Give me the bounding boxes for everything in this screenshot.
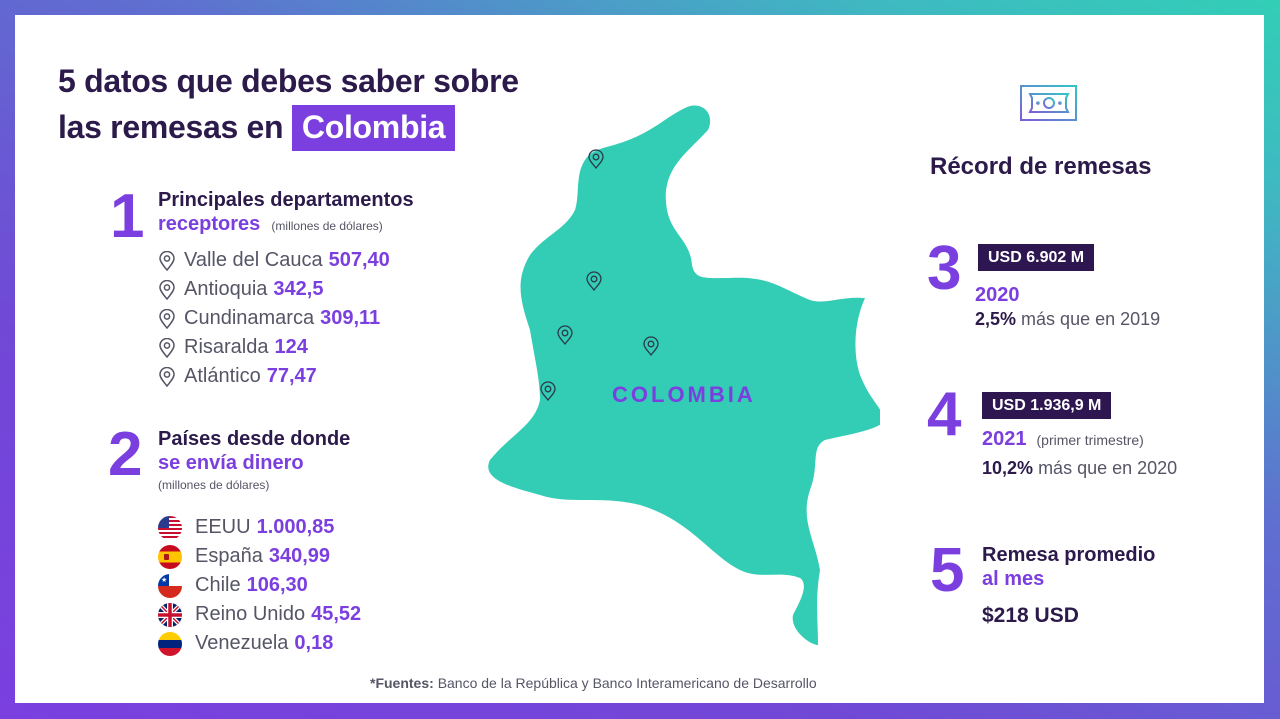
map-pin-icon bbox=[159, 250, 175, 271]
list-item: Risaralda 124 bbox=[158, 333, 390, 362]
flag-spain-icon bbox=[158, 544, 182, 569]
list-item: Reino Unido 45,52 bbox=[158, 600, 361, 629]
flag-venezuela-icon bbox=[158, 631, 182, 656]
title-line-2: las remesas en Colombia bbox=[58, 104, 519, 151]
list-item: Antioquia 342,5 bbox=[158, 275, 390, 304]
list-item: Venezuela 0,18 bbox=[158, 629, 361, 658]
departments-list: Valle del Cauca 507,40 Antioquia 342,5 Cun… bbox=[158, 246, 390, 391]
section-1-number: 1 bbox=[110, 182, 145, 251]
list-item: Valle del Cauca 507,40 bbox=[158, 246, 390, 275]
section-3-stat: 2020 2,5% más que en 2019 bbox=[975, 284, 1161, 329]
countries-list: EEUU 1.000,85 España 340,99 ★ Chile 106,30 … bbox=[158, 513, 361, 658]
colombia-shape bbox=[488, 105, 880, 645]
section-5-value: $218 USD bbox=[982, 604, 1079, 627]
list-item: Cundinamarca 309,11 bbox=[158, 304, 390, 333]
map-label: COLOMBIA bbox=[612, 382, 756, 407]
section-4-stat: 2021 (primer trimestre) 10,2% más que en… bbox=[982, 428, 1178, 478]
section-4-badge: USD 1.936,9 M bbox=[982, 392, 1112, 419]
colombia-map bbox=[488, 105, 880, 645]
list-item: Atlántico 77,47 bbox=[158, 362, 390, 391]
section-5-number: 5 bbox=[930, 536, 965, 605]
sources-footer: *Fuentes: Banco de la República y Banco … bbox=[370, 675, 817, 691]
list-item: EEUU 1.000,85 bbox=[158, 513, 361, 542]
list-item: ★ Chile 106,30 bbox=[158, 571, 361, 600]
title-line-1: 5 datos que debes saber sobre bbox=[58, 63, 519, 99]
map-pin-icon bbox=[159, 337, 175, 358]
section-3-badge: USD 6.902 M bbox=[978, 244, 1095, 271]
section-5-heading: Remesa promedio al mes bbox=[982, 544, 1156, 590]
section-2-number: 2 bbox=[108, 420, 143, 489]
record-title: Récord de remesas bbox=[930, 153, 1152, 180]
section-4-number: 4 bbox=[927, 380, 962, 449]
money-transfer-icon bbox=[1005, 76, 1077, 131]
list-item: España 340,99 bbox=[158, 542, 361, 571]
flag-chile-icon: ★ bbox=[158, 573, 182, 598]
section-1-heading: Principales departamentos receptores (mi… bbox=[158, 189, 414, 235]
map-pins bbox=[540, 149, 659, 402]
section-2-heading: Países desde donde se envía dinero (mill… bbox=[158, 428, 351, 492]
flag-usa-icon bbox=[158, 515, 182, 540]
page-title: 5 datos que debes saber sobre las remesa… bbox=[58, 58, 519, 151]
flag-uk-icon bbox=[158, 602, 182, 627]
title-highlight: Colombia bbox=[291, 105, 456, 151]
map-pin-icon bbox=[159, 279, 175, 300]
section-3-number: 3 bbox=[927, 234, 962, 303]
map-pin-icon bbox=[159, 308, 175, 329]
map-pin-icon bbox=[159, 366, 175, 387]
